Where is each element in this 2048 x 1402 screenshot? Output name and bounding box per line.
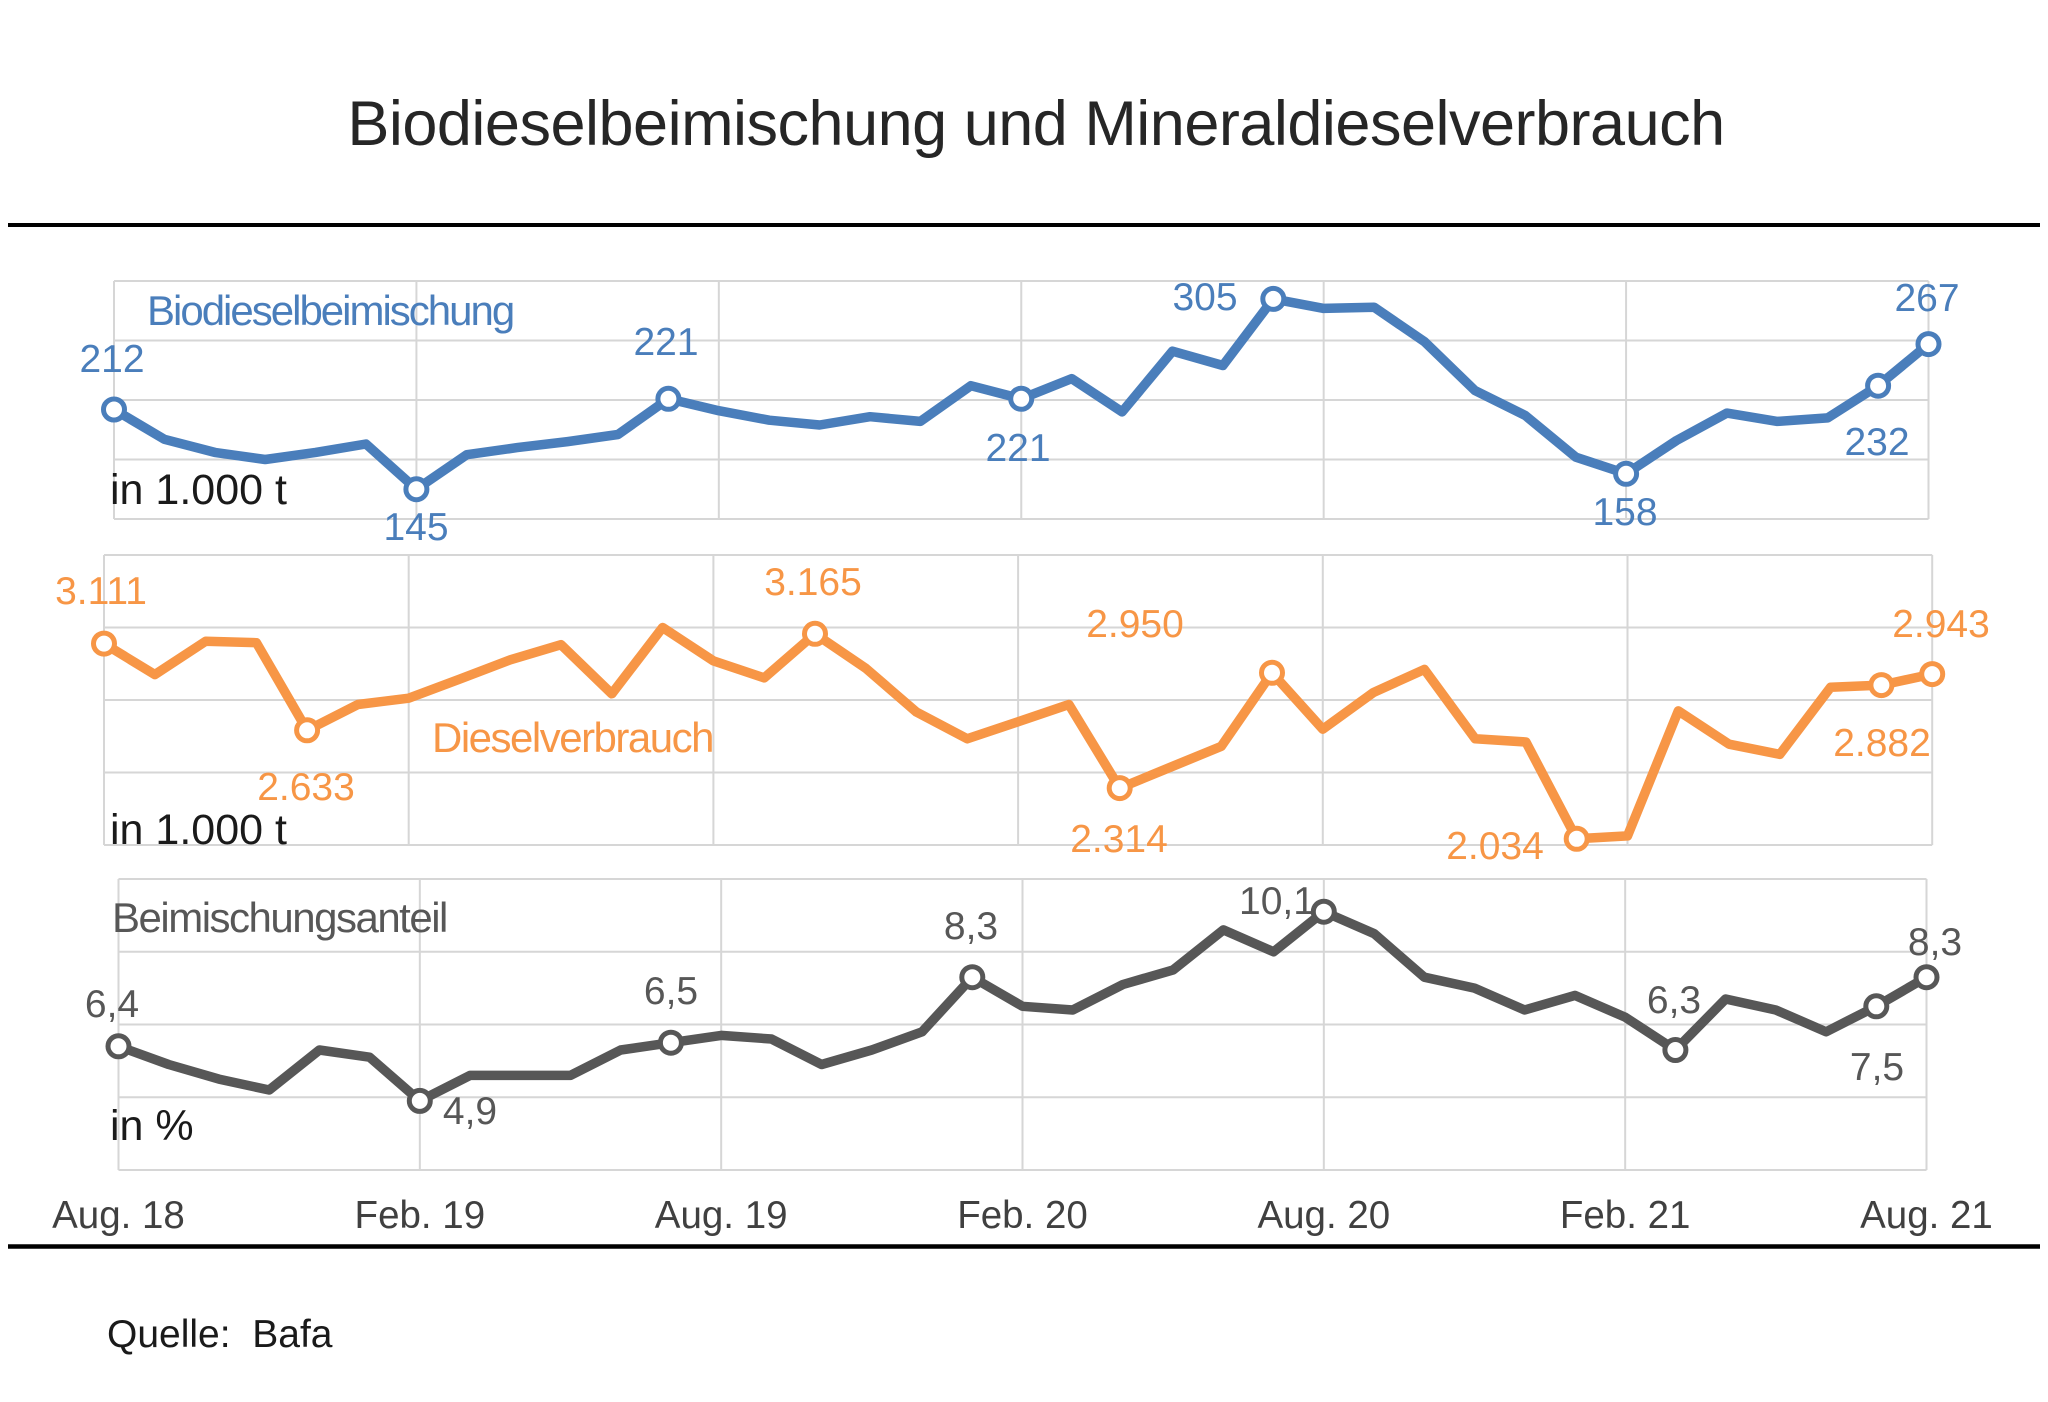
svg-text:6,5: 6,5: [644, 970, 698, 1013]
svg-text:232: 232: [1844, 421, 1909, 464]
svg-text:7,5: 7,5: [1850, 1046, 1904, 1089]
svg-text:Dieselverbrauch: Dieselverbrauch: [432, 714, 713, 761]
svg-text:10,1: 10,1: [1239, 880, 1315, 923]
svg-text:in 1.000 t: in 1.000 t: [110, 806, 287, 854]
svg-text:221: 221: [985, 427, 1050, 470]
svg-text:2.943: 2.943: [1892, 603, 1990, 646]
svg-text:Quelle: Bafa: Quelle: Bafa: [107, 1313, 333, 1356]
svg-text:in 1.000 t: in 1.000 t: [110, 466, 287, 514]
svg-text:2.950: 2.950: [1086, 603, 1184, 646]
svg-text:6,4: 6,4: [85, 983, 139, 1026]
svg-text:2.882: 2.882: [1833, 722, 1931, 765]
svg-text:Feb. 20: Feb. 20: [957, 1194, 1088, 1237]
svg-text:2.633: 2.633: [257, 766, 355, 809]
svg-text:Biodieselbeimischung und Miner: Biodieselbeimischung und Mineraldieselve…: [347, 89, 1724, 159]
svg-text:Beimischungsanteil: Beimischungsanteil: [112, 894, 447, 941]
svg-text:Aug. 20: Aug. 20: [1257, 1194, 1390, 1237]
svg-text:3.111: 3.111: [55, 570, 147, 613]
svg-text:145: 145: [383, 506, 448, 549]
svg-text:Aug. 18: Aug. 18: [52, 1194, 185, 1237]
svg-text:Feb. 19: Feb. 19: [355, 1194, 486, 1237]
svg-text:305: 305: [1172, 276, 1237, 319]
svg-text:Feb. 21: Feb. 21: [1560, 1194, 1691, 1237]
svg-text:Aug. 21: Aug. 21: [1860, 1194, 1993, 1237]
svg-text:267: 267: [1894, 277, 1959, 320]
svg-text:6,3: 6,3: [1647, 979, 1701, 1022]
svg-text:8,3: 8,3: [1908, 921, 1962, 964]
svg-text:2.314: 2.314: [1070, 818, 1168, 861]
svg-text:in %: in %: [110, 1102, 194, 1150]
svg-text:158: 158: [1592, 491, 1657, 534]
svg-text:221: 221: [633, 321, 698, 364]
svg-text:Biodieselbeimischung: Biodieselbeimischung: [147, 287, 513, 334]
svg-text:8,3: 8,3: [944, 905, 998, 948]
svg-text:3.165: 3.165: [764, 561, 862, 604]
svg-text:4,9: 4,9: [443, 1090, 497, 1133]
svg-text:Aug. 19: Aug. 19: [655, 1194, 788, 1237]
svg-text:2.034: 2.034: [1446, 825, 1544, 868]
svg-text:212: 212: [79, 338, 144, 381]
